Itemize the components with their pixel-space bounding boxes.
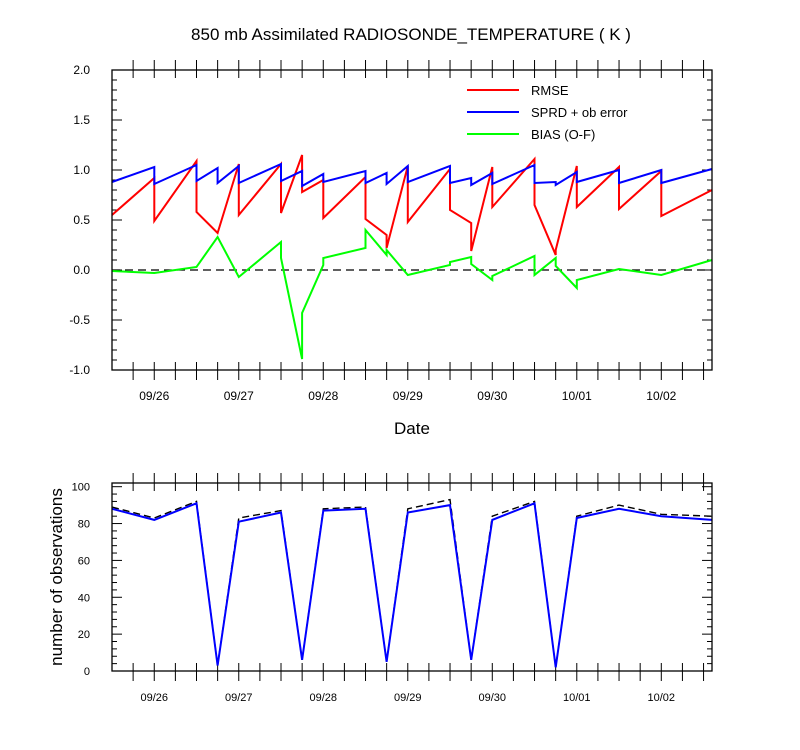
- x-tick-label: 09/26: [139, 389, 169, 403]
- legend-label-rmse: RMSE: [531, 83, 569, 98]
- x-tick-label: 10/01: [563, 692, 591, 704]
- bottom-plot-area: 100 80 60 40 20 0 09/26 09/27 09/28 09/29 09/30 10/…: [72, 473, 713, 704]
- series-line-possible: [111, 498, 713, 668]
- bottom-plot-frame: [111, 482, 713, 672]
- x-tick-label: 10/01: [562, 389, 592, 403]
- y-tick-label: 100: [72, 482, 90, 494]
- x-tick-label: 10/02: [646, 389, 676, 403]
- x-tick-label: 09/29: [394, 692, 422, 704]
- y-axis-label-observations: number of observations: [47, 488, 66, 666]
- y-tick-label: 1.5: [73, 113, 90, 127]
- x-tick-label: 09/28: [308, 389, 338, 403]
- y-tick-label: 0.5: [73, 213, 90, 227]
- series-line-rmse: [111, 154, 713, 256]
- legend-label-bias: BIAS (O-F): [531, 127, 595, 142]
- y-tick-label: 80: [78, 519, 90, 531]
- y-tick-label: 20: [78, 629, 90, 641]
- y-tick-label: -0.5: [69, 313, 90, 327]
- x-tick-label: 09/30: [479, 692, 507, 704]
- top-plot-frame: [111, 69, 713, 371]
- x-tick-label: 09/27: [225, 692, 253, 704]
- x-tick-label: 09/29: [393, 389, 423, 403]
- x-axis-label: Date: [394, 419, 430, 438]
- series-line-bias-o-f-: [111, 227, 713, 360]
- x-tick-label: 09/27: [224, 389, 254, 403]
- y-tick-label: 0: [84, 666, 90, 678]
- top-plot-area: 2.0 1.5 1.0 0.5 0.0 -0.5 -1.0 09/26 09/27 09/28 09…: [69, 60, 713, 403]
- y-tick-label: 40: [78, 592, 90, 604]
- y-tick-label: 2.0: [73, 63, 90, 77]
- chart-title: 850 mb Assimilated RADIOSONDE_TEMPERATUR…: [191, 25, 631, 44]
- y-tick-label: -1.0: [69, 363, 90, 377]
- series-line-assimilated: [111, 501, 713, 668]
- y-tick-label: 60: [78, 555, 90, 567]
- x-tick-label: 10/02: [648, 692, 676, 704]
- x-tick-label: 09/28: [310, 692, 338, 704]
- legend: RMSE SPRD + ob error BIAS (O-F): [467, 83, 628, 142]
- x-tick-label: 09/30: [477, 389, 507, 403]
- legend-label-sprd: SPRD + ob error: [531, 105, 628, 120]
- series-line-sprd-ob-error: [111, 162, 713, 188]
- y-tick-label: 0.0: [73, 263, 90, 277]
- y-tick-label: 1.0: [73, 163, 90, 177]
- x-tick-label: 09/26: [140, 692, 168, 704]
